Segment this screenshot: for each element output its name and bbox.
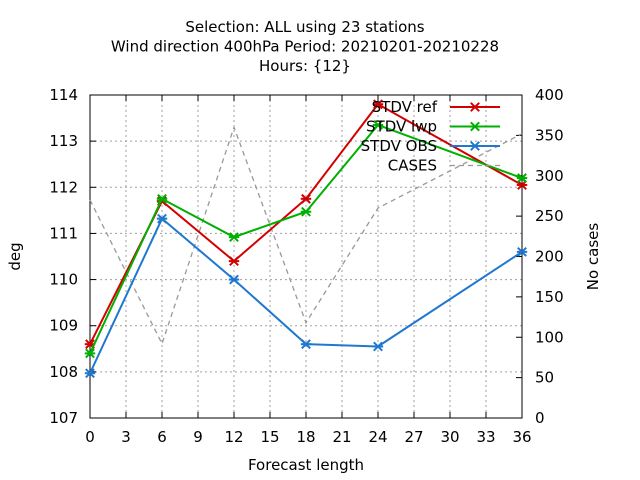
x-tick-label: 21 bbox=[332, 428, 351, 446]
data-point-stdv-obs bbox=[156, 213, 168, 224]
x-tick-label: 12 bbox=[224, 428, 243, 446]
data-point-stdv-obs bbox=[84, 368, 96, 379]
y2-tick-label: 100 bbox=[535, 328, 564, 346]
y2-tick-label: 350 bbox=[535, 126, 564, 144]
x-tick-label: 33 bbox=[476, 428, 495, 446]
y-tick-label: 108 bbox=[49, 363, 78, 381]
y2-tick-label: 300 bbox=[535, 167, 564, 185]
data-point-stdv-obs bbox=[228, 274, 240, 285]
y-tick-label: 110 bbox=[49, 271, 78, 289]
y-tick-label: 114 bbox=[49, 86, 78, 104]
x-tick-label: 6 bbox=[157, 428, 167, 446]
y2-axis-label: No cases bbox=[584, 223, 602, 291]
legend-label-stdv-ref: STDV ref bbox=[372, 98, 438, 116]
grid bbox=[90, 95, 522, 418]
y-tick-label: 112 bbox=[49, 178, 78, 196]
data-point-stdv-obs bbox=[516, 246, 528, 257]
x-tick-label: 9 bbox=[193, 428, 203, 446]
x-tick-label: 0 bbox=[85, 428, 95, 446]
legend-marker-stdv-lwp bbox=[469, 121, 481, 132]
chart-title: Selection: ALL using 23 stations Wind dir… bbox=[111, 18, 499, 75]
y-tick-label: 113 bbox=[49, 132, 78, 150]
title-line: Selection: ALL using 23 stations bbox=[185, 18, 424, 36]
series-line-cases bbox=[89, 125, 523, 346]
series-line-stdv-lwp bbox=[89, 123, 523, 354]
x-tick-label: 36 bbox=[512, 428, 531, 446]
x-tick-label: 30 bbox=[440, 428, 459, 446]
x-tick-label: 24 bbox=[368, 428, 387, 446]
legend-marker-stdv-obs bbox=[469, 141, 481, 151]
x-tick-label: 18 bbox=[296, 428, 315, 446]
data-point-stdv-lwp bbox=[516, 173, 528, 183]
data-point-stdv-lwp bbox=[300, 206, 312, 217]
x-axis: 0 3 6 9 12 15 18 21 24 27 30 33 36 bbox=[85, 95, 532, 446]
series-line-stdv-obs bbox=[89, 217, 523, 374]
legend-marker-stdv-ref bbox=[469, 102, 481, 112]
x-axis-label: Forecast length bbox=[248, 456, 364, 474]
y2-tick-label: 50 bbox=[535, 369, 554, 387]
data-point-stdv-obs bbox=[372, 341, 384, 352]
data-point-stdv-ref bbox=[300, 193, 312, 204]
data-point-stdv-ref bbox=[372, 99, 384, 110]
legend-label-stdv-obs: STDV OBS bbox=[361, 137, 437, 155]
title-line: Hours: {12} bbox=[259, 57, 351, 75]
data-point-stdv-lwp bbox=[372, 120, 384, 130]
y-tick-label: 111 bbox=[49, 224, 78, 242]
data-point-stdv-lwp bbox=[84, 348, 96, 359]
series bbox=[84, 99, 528, 379]
y2-tick-label: 150 bbox=[535, 288, 564, 306]
y2-tick-label: 250 bbox=[535, 207, 564, 225]
legend-label-cases: CASES bbox=[388, 157, 437, 175]
y-axis-left: 107 108 109 110 111 112 113 114 bbox=[49, 86, 96, 427]
y-axis-label: deg bbox=[6, 242, 24, 270]
data-point-stdv-lwp bbox=[228, 232, 240, 243]
y-tick-label: 109 bbox=[49, 317, 78, 335]
x-tick-label: 27 bbox=[404, 428, 423, 446]
x-tick-label: 15 bbox=[260, 428, 279, 446]
data-point-stdv-ref bbox=[228, 256, 240, 267]
y-tick-label: 107 bbox=[49, 409, 78, 427]
y-axis-right: 0 50 100 150 200 250 300 350 400 bbox=[516, 86, 564, 427]
y2-tick-label: 0 bbox=[535, 409, 545, 427]
title-line: Wind direction 400hPa Period: 20210201-2… bbox=[111, 38, 499, 56]
y2-tick-label: 200 bbox=[535, 248, 564, 266]
x-tick-label: 3 bbox=[121, 428, 131, 446]
y2-tick-label: 400 bbox=[535, 86, 564, 104]
legend-label-stdv-lwp: STDV lwp bbox=[366, 118, 437, 136]
data-point-stdv-obs bbox=[300, 339, 312, 350]
data-point-stdv-lwp bbox=[156, 193, 168, 204]
